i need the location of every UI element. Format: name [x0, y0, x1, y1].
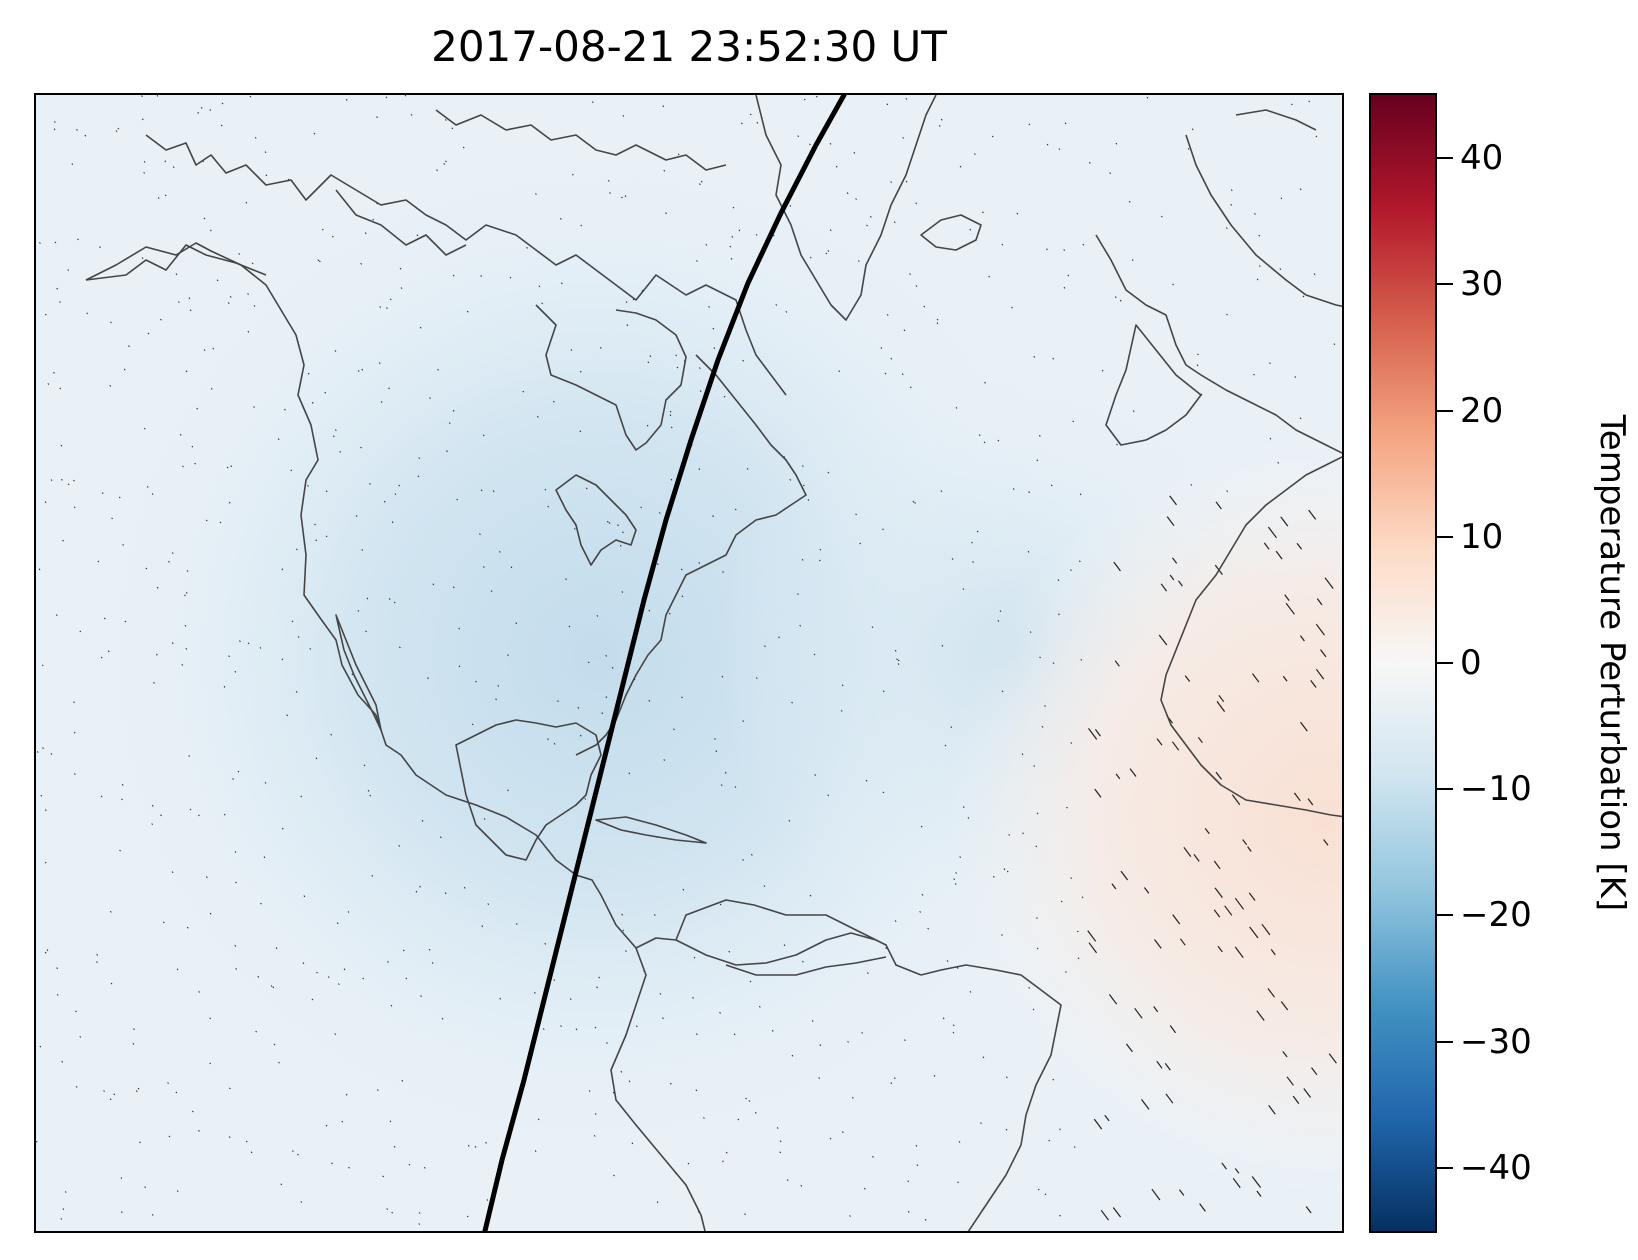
wave-specks [36, 95, 1337, 1225]
colorbar-tick-label: 40 [1460, 138, 1504, 179]
coastline-north-america [85, 242, 922, 976]
coastline-arctic-islands [335, 109, 727, 256]
colorbar-tick-label: −20 [1460, 895, 1532, 936]
plot-title: 2017-08-21 23:52:30 UT [431, 22, 947, 71]
colorbar-tick [1437, 1040, 1453, 1043]
coastline-venezuela-caribbean [675, 932, 887, 976]
coastline-south-america [610, 947, 1062, 1231]
coastline-hudson-bay [535, 304, 687, 451]
colorbar-tick-label: 20 [1460, 390, 1504, 431]
coastline-northeast [575, 354, 807, 756]
colorbar-tick-label: 0 [1460, 643, 1482, 683]
colorbar-tick [1437, 157, 1453, 160]
eclipse-track-line [482, 95, 847, 1231]
map-panel [34, 93, 1344, 1233]
map-canvas [36, 95, 1342, 1231]
coastline-great-lakes [555, 474, 637, 566]
colorbar-tick-label: 30 [1460, 264, 1504, 305]
coastline-gulf-mexico [455, 719, 602, 861]
colorbar-tick [1437, 662, 1453, 664]
colorbar-tick-label: −10 [1460, 769, 1532, 810]
colorbar-tick-label: −30 [1460, 1021, 1532, 1062]
colorbar-tick [1437, 535, 1453, 538]
coastlines [85, 95, 1342, 1231]
warm-anomaly [36, 95, 1342, 1231]
colorbar-tick [1437, 788, 1453, 791]
colorbar-tick [1437, 409, 1453, 412]
colorbar [1369, 93, 1437, 1233]
colorbar-tick [1437, 1166, 1453, 1169]
coastline-iceland [920, 214, 982, 251]
coastline-africa [1160, 456, 1342, 818]
colorbar-label: Temperature Perturbation [K] [1592, 414, 1632, 912]
coastline-greenland [755, 95, 937, 321]
colorbar-tick [1437, 914, 1453, 917]
colorbar-gradient [1371, 95, 1435, 1231]
coastline-cuba [595, 816, 707, 844]
coastline-scandinavia [1185, 109, 1342, 308]
colorbar-tick-label: 10 [1460, 516, 1504, 557]
coastline-europe [1095, 234, 1342, 454]
coastline-baja [335, 614, 382, 731]
coastline-alaska-arctic [85, 134, 787, 396]
colorbar-tick [1437, 283, 1453, 286]
colorbar-tick-label: −40 [1460, 1147, 1532, 1188]
